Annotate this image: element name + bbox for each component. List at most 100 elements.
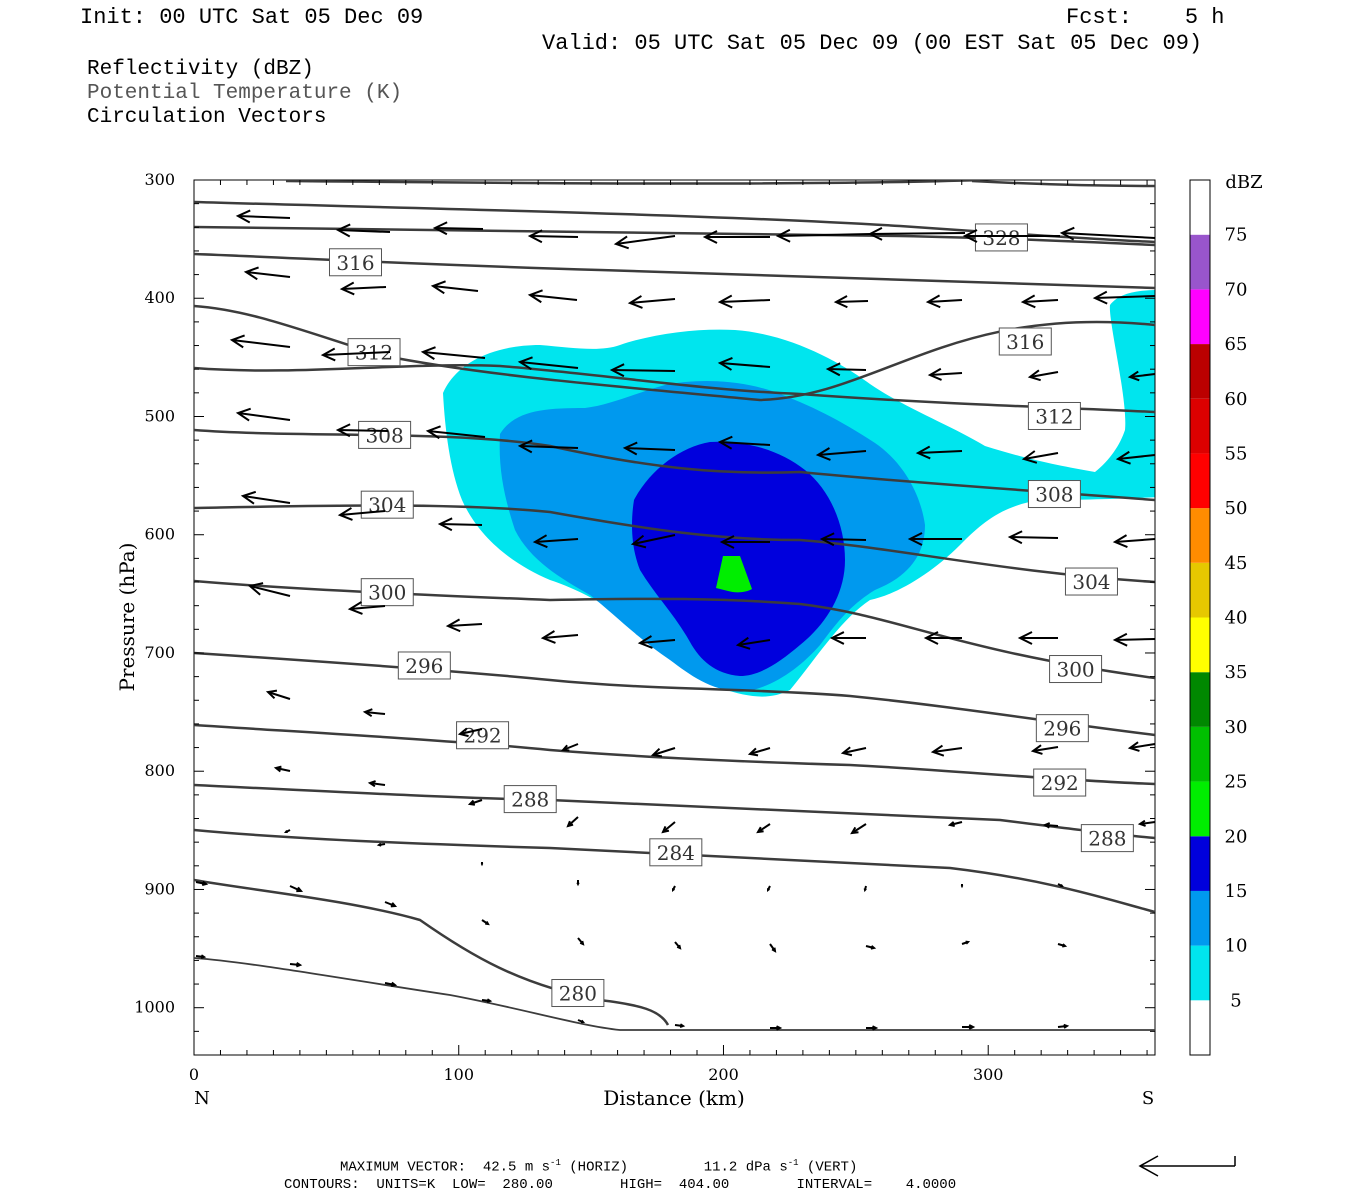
circulation-vector [960, 884, 964, 889]
circulation-vector [195, 954, 207, 959]
circulation-vector [229, 334, 291, 349]
circulation-vector [284, 829, 291, 833]
svg-text:292: 292 [463, 724, 501, 748]
colorbar-level-label: 20 [1225, 826, 1248, 847]
field-circulation-vectors: Circulation Vectors [87, 106, 327, 129]
circulation-vector [1057, 1023, 1070, 1029]
contour-label: 316 [998, 327, 1052, 356]
colorbar-title: dBZ [1225, 172, 1262, 193]
colorbar-level-label: 50 [1225, 498, 1248, 519]
y-tick-label: 900 [144, 879, 175, 898]
circulation-vector [1057, 943, 1068, 948]
svg-text:288: 288 [511, 788, 549, 812]
circulation-vector [672, 885, 676, 892]
circulation-vector [362, 708, 386, 718]
contour-label: 300 [1049, 655, 1103, 684]
circulation-vector [540, 630, 579, 644]
circulation-vector [532, 534, 579, 549]
contour-line [194, 225, 1155, 247]
contour-label: 316 [328, 248, 382, 277]
circulation-vector [1017, 631, 1058, 645]
colorbar-swatch [1190, 289, 1210, 345]
circulation-vector [1115, 450, 1156, 465]
circulation-vector [867, 226, 966, 241]
circulation-vector [517, 439, 579, 454]
contour-line [194, 783, 1155, 840]
circulation-vector [1030, 744, 1059, 755]
circulation-vector [717, 294, 771, 309]
contour-label: 300 [360, 578, 414, 607]
circulation-vector [339, 281, 387, 296]
circulation-vector [961, 940, 971, 945]
circulation-vector [1127, 741, 1156, 752]
circulation-vector [235, 209, 291, 224]
circulation-vector [430, 280, 479, 295]
circulation-vector [702, 230, 770, 244]
circulation-vector [962, 1024, 976, 1030]
circulation-vector [445, 618, 483, 633]
circulation-vector [527, 289, 578, 304]
forecast-hour: Fcst: 5 h [1066, 5, 1225, 30]
circulation-vector [719, 535, 770, 549]
colorbar-swatch [1190, 508, 1210, 563]
circulation-vector [819, 532, 867, 547]
contour-label: 284 [649, 838, 703, 867]
circulation-vector [962, 229, 1060, 243]
colorbar-swatch [1190, 672, 1210, 727]
colorbar-level-label: 5 [1230, 990, 1241, 1011]
circulation-vector [240, 490, 291, 505]
circulation-vector [243, 266, 291, 281]
colorbar-swatch [1190, 836, 1210, 891]
colorbar-swatch [1190, 945, 1210, 1001]
svg-text:304: 304 [368, 493, 406, 517]
svg-text:308: 308 [1035, 483, 1073, 507]
svg-text:312: 312 [1035, 404, 1073, 428]
circulation-vector [247, 582, 291, 597]
colorbar-swatch [1190, 1000, 1210, 1055]
circulation-vector [437, 517, 483, 532]
circulation-vector [627, 295, 676, 309]
y-tick-label: 600 [144, 525, 175, 544]
circulation-vector [289, 962, 303, 968]
circulation-vector [467, 799, 483, 806]
y-tick-label: 300 [144, 170, 175, 189]
circulation-vector [1042, 822, 1059, 829]
circulation-vector [347, 601, 386, 615]
colorbar-swatch [1190, 726, 1210, 782]
circulation-vector [457, 727, 483, 738]
circulation-vector [420, 346, 486, 360]
colorbar-swatch [1190, 344, 1210, 399]
x-tick-label: 0 [189, 1065, 199, 1084]
svg-text:300: 300 [1056, 658, 1094, 682]
contour-line [285, 180, 981, 185]
circulation-vector [1027, 369, 1059, 382]
colorbar-level-label: 65 [1225, 334, 1248, 355]
circulation-vector [481, 998, 493, 1003]
circulation-vector [577, 937, 585, 946]
contour-label: 328 [974, 223, 1028, 252]
colorbar-swatch [1190, 890, 1210, 946]
circulation-vector [866, 1025, 879, 1031]
circulation-vector [674, 1023, 686, 1028]
circulation-vector [769, 943, 777, 953]
contour-label: 296 [1035, 714, 1089, 743]
circulation-vector [1021, 450, 1059, 464]
circulation-vector [376, 842, 386, 847]
svg-text:292: 292 [1041, 771, 1079, 795]
contour-line [194, 364, 1155, 414]
svg-text:304: 304 [1072, 570, 1110, 594]
y-tick-label: 800 [144, 761, 175, 780]
circulation-vector [907, 532, 962, 546]
circulation-vector [923, 631, 962, 645]
circulation-vector [367, 780, 386, 788]
y-axis-title: Pressure (hPa) [115, 543, 139, 692]
circulation-vector [481, 919, 490, 926]
svg-text:284: 284 [657, 841, 695, 865]
circulation-vector [560, 743, 579, 752]
svg-text:308: 308 [366, 423, 404, 447]
circulation-vector [930, 744, 963, 757]
circulation-vector [833, 295, 869, 309]
circulation-vector [576, 880, 580, 887]
contour-label: 288 [503, 785, 557, 814]
